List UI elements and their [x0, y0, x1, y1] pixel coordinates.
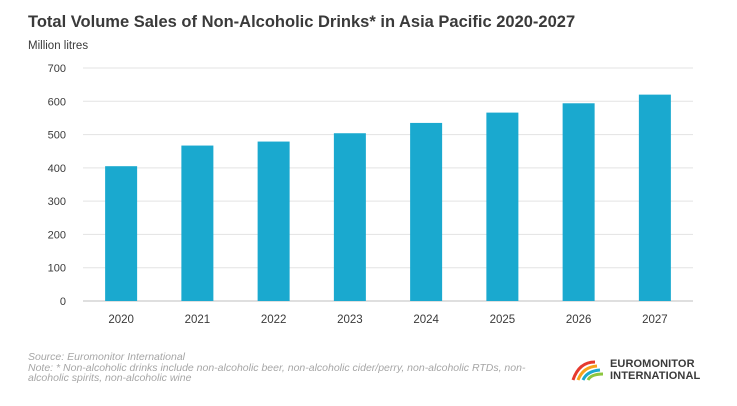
y-tick-label: 400 — [48, 163, 66, 175]
bar-2021 — [181, 145, 214, 301]
bars — [105, 94, 671, 302]
bar-2025 — [486, 112, 519, 301]
y-tick-label: 300 — [48, 196, 66, 208]
y-tick-label: 0 — [60, 296, 66, 308]
bar-2020 — [105, 166, 138, 301]
y-tick-label: 100 — [48, 263, 66, 275]
bar-2023 — [333, 133, 366, 301]
logo-line-1: EUROMONITOR — [610, 358, 695, 370]
bar-2024 — [410, 122, 443, 302]
bar-2027 — [638, 94, 671, 301]
y-tick-label: 500 — [48, 130, 66, 142]
x-tick-label: 2020 — [108, 314, 134, 326]
euromonitor-arc-logo-icon — [571, 360, 604, 381]
y-tick-label: 200 — [48, 229, 66, 241]
y-tick-label: 700 — [48, 63, 66, 75]
x-tick-label: 2026 — [566, 314, 592, 326]
x-tick-label: 2023 — [337, 314, 363, 326]
source-note: Source: Euromonitor International — [28, 351, 186, 363]
definition-note: Note: * Non-alcoholic drinks include non… — [28, 361, 526, 384]
y-axis-ticks: 0 100 200 300 400 500 600 700 — [48, 63, 66, 308]
gridlines — [83, 67, 693, 302]
bar-2022 — [257, 141, 290, 301]
x-tick-label: 2025 — [490, 314, 516, 326]
y-axis-unit-label: Million litres — [28, 40, 89, 52]
x-tick-label: 2027 — [642, 314, 668, 326]
x-axis-ticks: 2020 2021 2022 2023 2024 2025 2026 2027 — [108, 314, 667, 326]
chart-title: Total Volume Sales of Non-Alcoholic Drin… — [28, 13, 576, 31]
logo-arc-blue — [581, 368, 601, 381]
x-tick-label: 2021 — [185, 314, 211, 326]
euromonitor-logo: EUROMONITOR INTERNATIONAL — [570, 358, 730, 384]
logo-arc-orange — [576, 364, 598, 381]
logo-arc-red — [571, 360, 596, 381]
logo-line-2: INTERNATIONAL — [610, 369, 701, 382]
y-tick-label: 600 — [48, 96, 66, 108]
bar-2026 — [562, 103, 595, 301]
chart-footer: Source: Euromonitor International Note: … — [28, 352, 548, 384]
x-tick-label: 2022 — [261, 314, 287, 326]
logo-wordmark: EUROMONITOR INTERNATIONAL — [610, 358, 701, 382]
x-tick-label: 2024 — [413, 314, 439, 326]
logo-arc-green — [586, 372, 604, 381]
